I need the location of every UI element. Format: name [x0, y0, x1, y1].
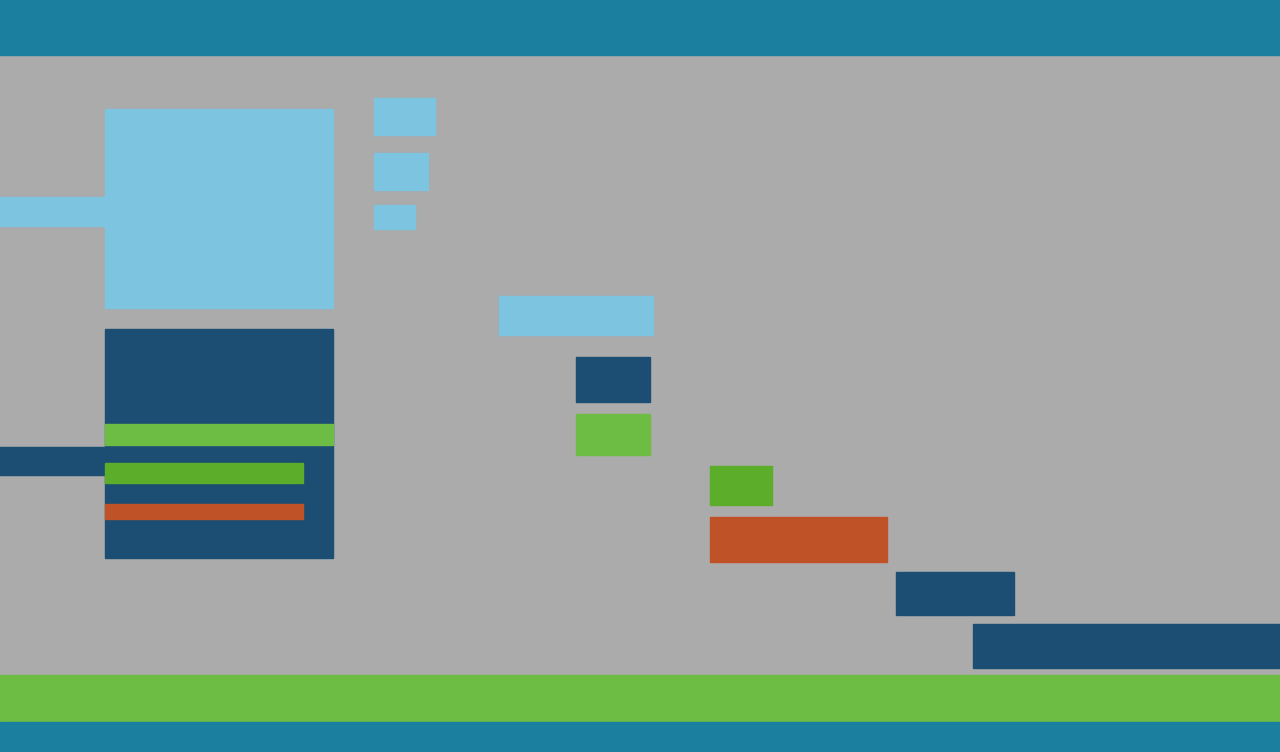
Bar	[374, 153, 428, 190]
Bar	[896, 572, 1014, 615]
Bar	[105, 329, 333, 558]
Bar	[105, 463, 303, 483]
Bar	[374, 205, 415, 229]
Bar	[710, 466, 772, 505]
Bar	[0, 722, 1280, 752]
Bar	[105, 504, 303, 519]
Bar	[0, 447, 105, 475]
Bar	[710, 517, 887, 562]
Bar	[0, 675, 1280, 722]
Bar	[576, 357, 650, 402]
Bar	[105, 109, 333, 308]
Bar	[0, 197, 105, 226]
Bar	[105, 424, 333, 445]
Bar	[576, 414, 650, 455]
Bar	[499, 296, 653, 335]
Bar	[374, 98, 435, 135]
Bar	[973, 624, 1280, 668]
Bar	[0, 0, 1280, 55]
